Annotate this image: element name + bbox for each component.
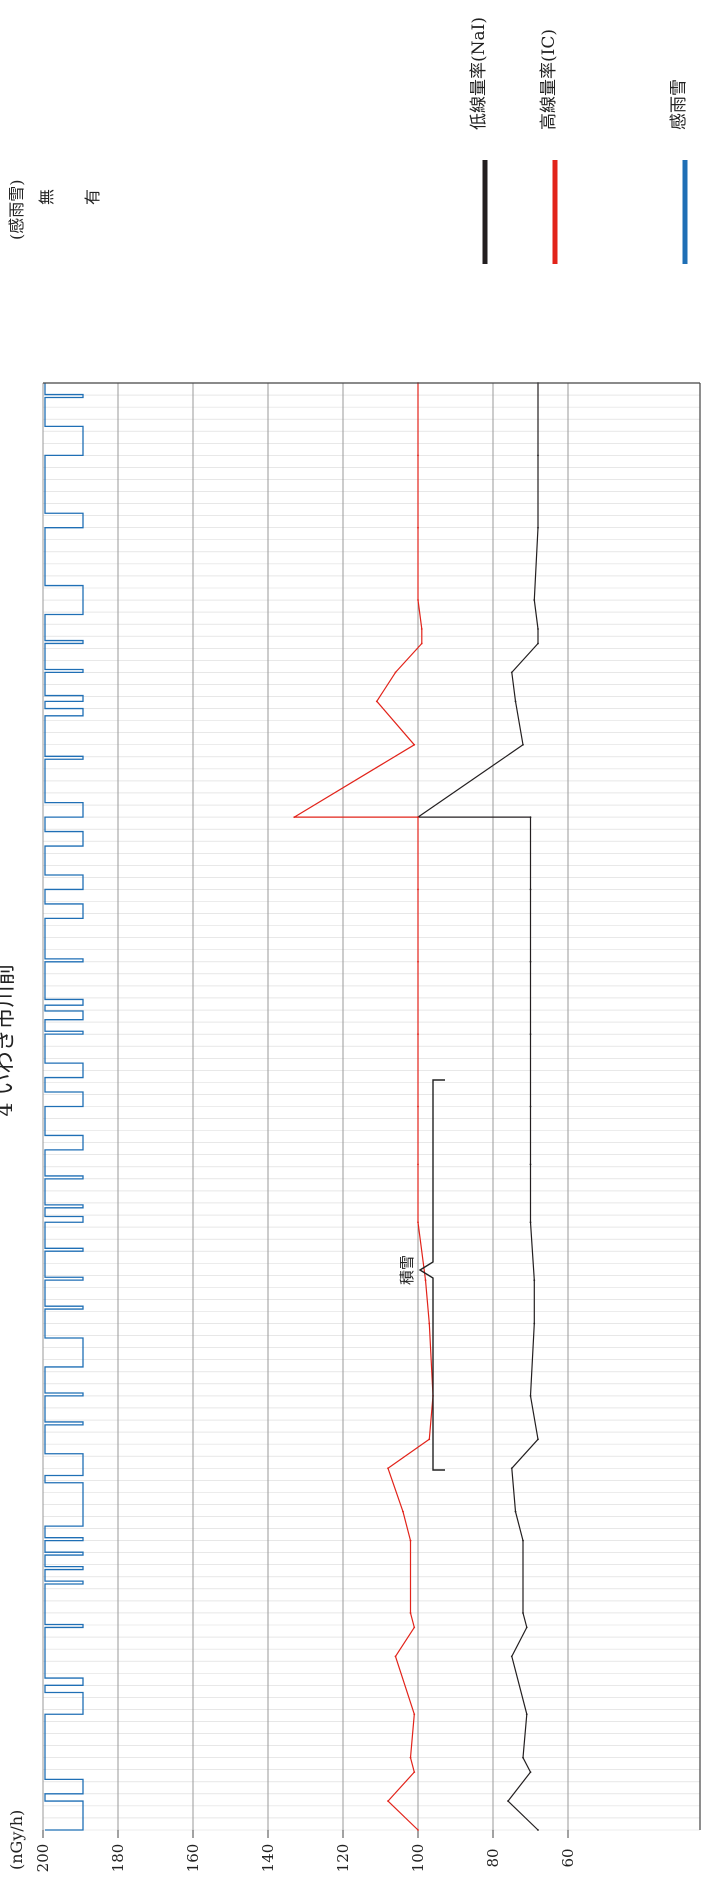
y-tick-label: 160 <box>184 1844 202 1873</box>
series-nai-point <box>525 1626 528 1629</box>
series-ic-point <box>417 1163 419 1166</box>
series-ic-point <box>409 1539 412 1542</box>
series-nai-point <box>533 1322 536 1325</box>
series-nai-point <box>533 1279 536 1282</box>
series-ic-point <box>409 1612 412 1614</box>
series-ic-point <box>417 1221 419 1224</box>
series-ic-point <box>428 1438 431 1441</box>
series-ic-point <box>417 1033 419 1036</box>
precip-no-label: 無 <box>37 189 56 205</box>
minor-grid <box>43 382 700 1831</box>
y-tick-label: 60 <box>559 1848 577 1867</box>
series-nai-point <box>537 1438 539 1441</box>
snow-annotation: 積雪 <box>398 1079 445 1471</box>
snow-annotation-label: 積雪 <box>398 1255 416 1285</box>
series-nai-point <box>529 1771 532 1774</box>
series-nai-point <box>537 526 539 529</box>
y-tick-label: 120 <box>334 1844 352 1873</box>
series-ic-point <box>420 642 423 645</box>
series-nai-line <box>417 383 539 1831</box>
series-ic-point <box>293 816 296 818</box>
series-ic-point <box>413 1626 416 1629</box>
series-nai-point <box>533 599 536 601</box>
series-ic-point <box>387 1467 389 1470</box>
chart-title: 4 いわき市川前 <box>0 964 18 1117</box>
series-ic-point <box>420 628 423 630</box>
precip-yes-label: 有 <box>83 189 102 205</box>
series-layer <box>44 382 539 1831</box>
series-nai-point <box>522 1539 524 1542</box>
series-nai-point <box>529 1163 532 1166</box>
series-ic-point <box>417 960 419 963</box>
series-precip-line <box>44 383 84 1831</box>
series-nai-point <box>529 816 532 818</box>
series-ic-point <box>417 888 419 891</box>
series-ic-point <box>428 1322 431 1325</box>
series-nai-point <box>510 1467 513 1470</box>
series-ic-point <box>417 526 419 529</box>
series-ic-point <box>387 1800 389 1802</box>
series-nai-point <box>525 1713 528 1716</box>
series-ic-point <box>417 1829 419 1831</box>
legend: 低線量率(NaI) 高線量率(IC) 感雨雪 <box>469 17 689 264</box>
y-tick-label: 100 <box>409 1844 427 1873</box>
series-nai-point <box>514 700 517 703</box>
series-nai-point <box>529 1105 532 1108</box>
series-ic-point <box>409 1756 412 1759</box>
legend-label-ic: 高線量率(IC) <box>539 29 559 130</box>
series-ic-point <box>394 1655 397 1658</box>
series-nai-point <box>529 1033 532 1036</box>
series-ic-point <box>413 1771 416 1774</box>
series-nai-point <box>514 1510 517 1513</box>
series-ic-point <box>413 743 416 746</box>
series-nai-point <box>510 1655 513 1658</box>
series-nai-point <box>537 1829 539 1831</box>
series-nai-point <box>507 1800 509 1802</box>
y-tick-label: 180 <box>109 1844 127 1873</box>
y-tick-label: 200 <box>34 1844 52 1873</box>
series-ic-point <box>375 700 378 703</box>
precip-axis-label: (感雨雪) <box>7 180 26 241</box>
series-nai-point <box>537 454 539 457</box>
series-nai-point <box>510 671 513 674</box>
legend-label-nai: 低線量率(NaI) <box>469 17 489 130</box>
series-nai-point <box>529 1395 532 1397</box>
series-nai-point <box>529 888 532 891</box>
series-ic-point <box>394 671 397 674</box>
series-ic-point <box>402 1510 404 1513</box>
series-ic-point <box>417 599 419 601</box>
series-nai-point <box>522 1612 524 1614</box>
series-ic-line <box>293 383 434 1831</box>
series-nai-point <box>537 642 539 645</box>
series-nai-point <box>522 1756 524 1759</box>
series-ic-point <box>417 454 419 457</box>
y-axis-ticks: 200 180 160 140 120 100 80 60 <box>34 1830 577 1872</box>
y-axis-unit-label: (nGy/h) <box>7 1810 26 1870</box>
series-ic-point <box>424 1279 427 1282</box>
series-nai-point <box>529 960 532 963</box>
series-ic-point <box>413 1713 416 1716</box>
series-ic-point <box>417 816 419 818</box>
y-tick-label: 140 <box>259 1844 277 1873</box>
y-tick-label: 80 <box>484 1848 502 1867</box>
snow-bracket <box>418 1079 445 1471</box>
series-nai-point <box>537 628 539 630</box>
legend-label-precip: 感雨雪 <box>669 79 689 130</box>
series-ic-point <box>417 1105 419 1108</box>
series-nai-point <box>522 743 524 746</box>
series-nai-point <box>529 1221 532 1224</box>
